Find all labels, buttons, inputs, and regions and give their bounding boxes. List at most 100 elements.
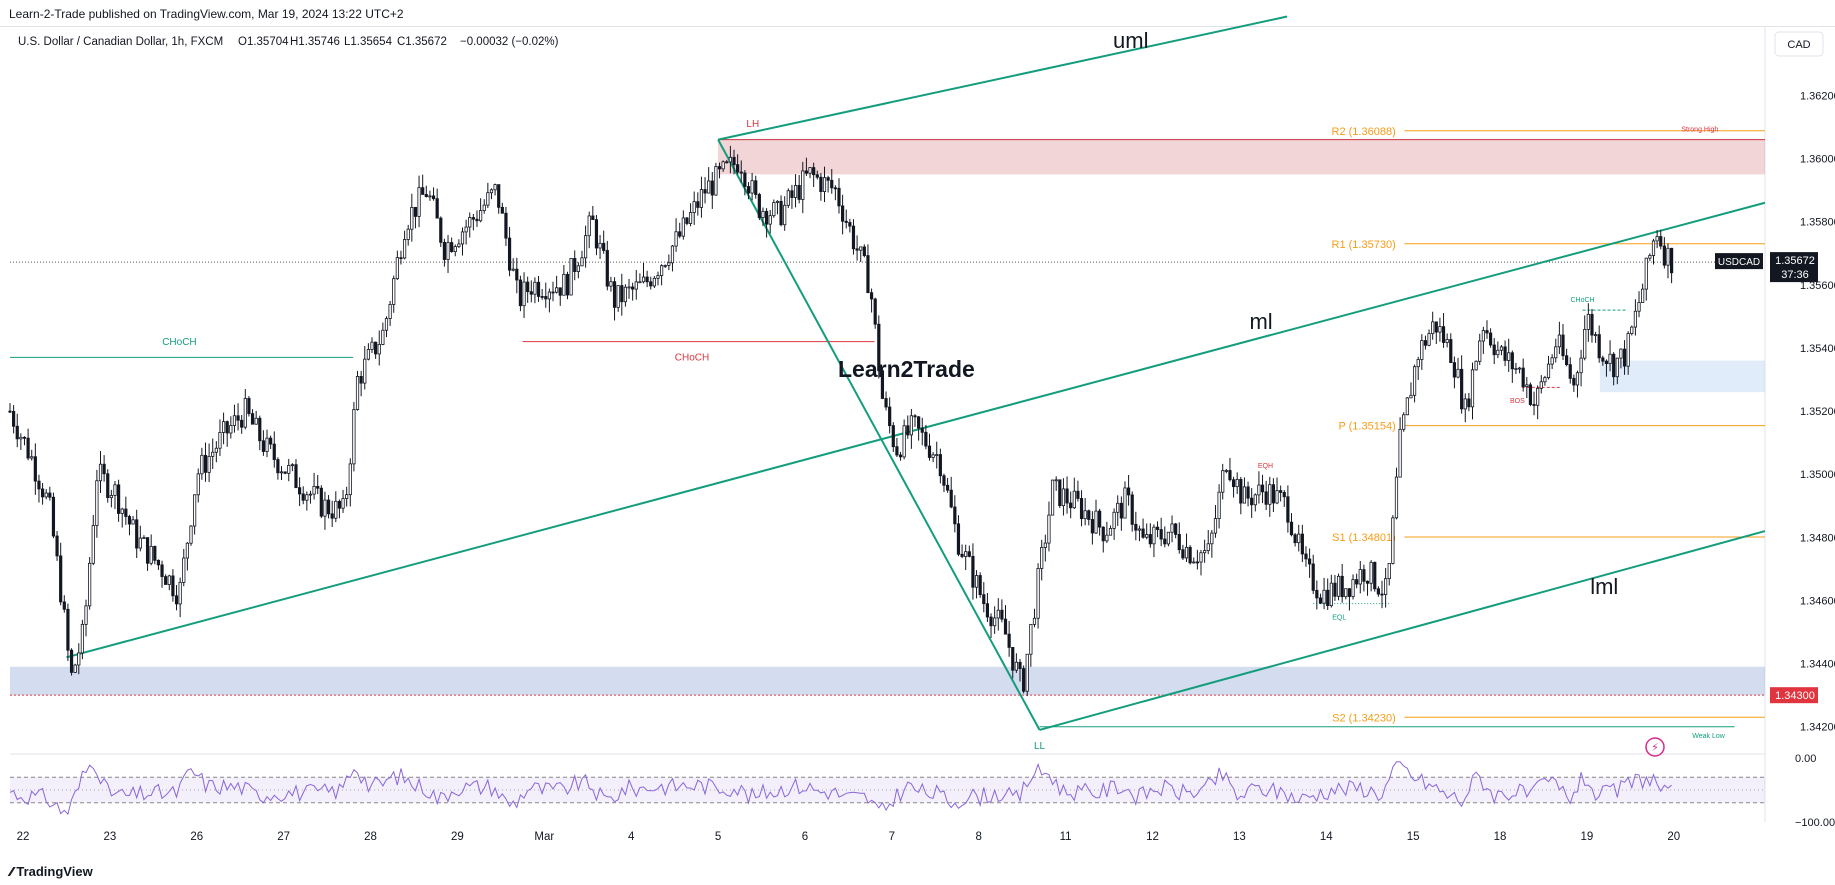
alert-icon[interactable] [1645,737,1665,757]
candle-body [1050,479,1055,516]
candle-body [696,201,700,208]
candle-body [468,217,472,228]
candle-body [1362,569,1366,582]
candle-body [102,463,106,475]
candle-body [1503,346,1507,361]
candle-body [319,487,323,517]
candle-body [1217,491,1221,519]
candle-body [1336,575,1341,597]
candle-body [772,202,776,217]
candle-body [1539,381,1543,389]
candle-body [1271,484,1275,504]
candle-body [891,425,895,448]
candle-body [967,551,971,557]
time-tick-0: 22 [17,831,30,843]
candles [8,145,1674,697]
pivot-label-4: S2 (1.34230) [1332,712,1396,724]
candle-body [779,200,783,226]
candle-body [413,206,418,217]
candle-body [1003,618,1008,635]
candle-body [109,495,113,499]
price-chart[interactable]: R2 (1.36088) R1 (1.35730) P (1.35154) S1 (1… [0,0,1835,856]
candle-body [193,494,197,527]
candle-body [153,545,157,561]
candle-body [898,454,903,458]
candle-body [616,285,620,308]
price-tick-3: 1.35600 [1800,280,1835,292]
candle-body [862,246,866,256]
candle-body [1181,549,1185,559]
candle-body [1058,479,1062,507]
candle-body [667,262,671,266]
candle-body [1000,609,1004,620]
candle-body [536,281,541,297]
candle-body [855,248,859,251]
candle-body [808,167,812,174]
candle-body [424,194,428,197]
candle-body [978,575,982,596]
annotation-8: EQL [1332,614,1346,621]
candle-body [1376,588,1380,595]
pivot-label-2: P (1.35154) [1338,421,1395,433]
candle-body [551,291,555,294]
alert-icon-glyph[interactable]: ⚡ [1651,741,1659,754]
candle-body [1344,588,1348,598]
candle-body [84,605,88,625]
candle-body [272,443,276,460]
candle-body [1489,332,1493,346]
currency-button[interactable] [1774,31,1824,57]
candle-body [1152,526,1156,545]
candle-body [1543,377,1547,383]
candle-body [602,242,606,251]
candle-body [475,218,479,222]
candle-body [1014,661,1018,671]
candle-body [1351,579,1355,597]
candle-body [1188,546,1192,564]
candle-body [522,281,526,307]
candle-body [649,281,653,287]
candle-body [392,278,396,305]
time-tick-19: 20 [1667,831,1680,843]
candle-body [1633,310,1638,328]
candle-body [518,279,523,307]
candle-body [326,499,331,515]
candle-body [410,206,414,230]
candle-body [1257,484,1261,496]
candle-body [69,649,74,673]
candle-body [1460,368,1464,410]
candle-body [276,459,280,474]
candle-body [479,210,483,222]
tradingview-logo[interactable]: ⁄⁄ TradingView [10,864,93,879]
candle-body [1333,582,1337,597]
candle-body [301,493,305,501]
candle-body [660,265,664,276]
candle-body [692,201,696,213]
candle-body [1644,257,1648,290]
candle-body [1123,487,1127,519]
last-price-value: 1.35672 [1775,255,1815,267]
candle-body [1648,255,1652,259]
candle-body [1195,561,1199,564]
candle-body [66,608,70,651]
candle-body [790,190,794,198]
candle-body [841,205,845,222]
candle-body [95,480,99,526]
currency-button-label[interactable]: CAD [1787,39,1810,51]
candle-body [135,519,139,549]
ohlc-value-0: O1.35704 [238,36,289,48]
candle-body [1492,344,1496,356]
annotation-0: uml [1113,28,1148,53]
candle-body [73,664,77,673]
candle-body [526,281,530,293]
annotation-2: lml [1590,574,1618,599]
candle-body [127,516,132,525]
candle-body [717,166,722,170]
candle-body [225,421,229,434]
candle-body [699,189,704,208]
candle-body [656,275,660,279]
candle-body [764,210,769,225]
swing-leg-0 [717,139,1041,731]
candle-body [605,250,609,287]
candle-body [464,226,468,233]
candle-body [1025,653,1029,692]
